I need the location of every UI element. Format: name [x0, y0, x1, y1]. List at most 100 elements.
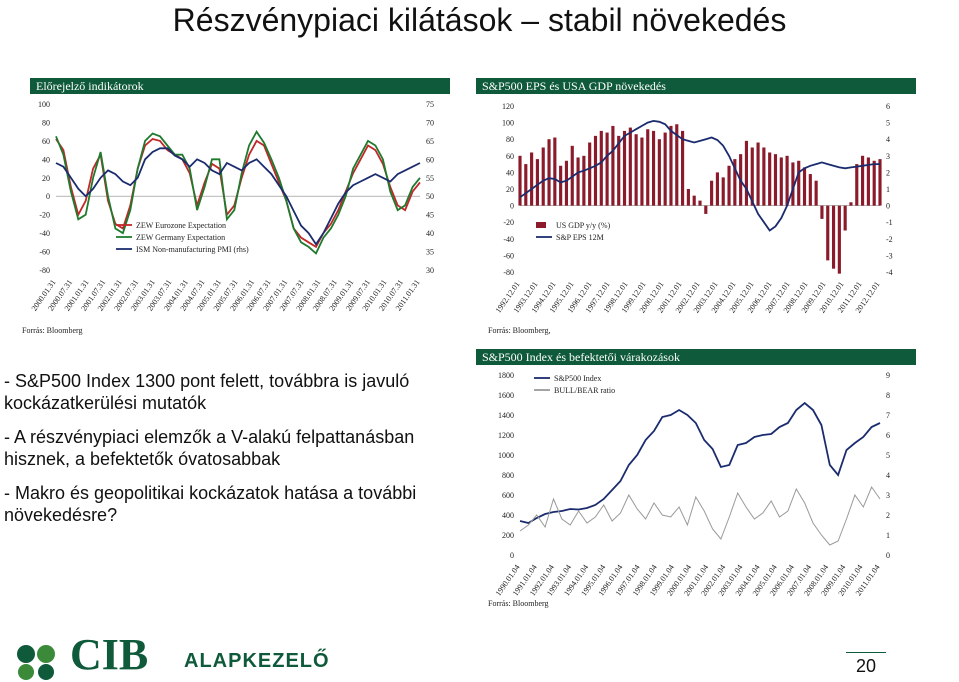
logo-wordmark: CIB [70, 630, 149, 679]
y-tick-label: 1800 [498, 371, 514, 380]
bar [628, 127, 632, 206]
y2-tick-label: 5 [886, 119, 890, 128]
y2-tick-label: 35 [426, 248, 434, 257]
bullet-list: - S&P500 Index 1300 pont felett, továbbr… [4, 370, 464, 538]
y2-tick-label: -4 [886, 268, 893, 277]
bar [535, 159, 539, 206]
chart3-source: Forrás: Bloomberg [488, 599, 549, 608]
bar [831, 205, 836, 269]
bar [651, 130, 656, 206]
y-tick-label: 60 [506, 152, 514, 161]
series-line [519, 485, 881, 546]
bar [733, 159, 737, 206]
bar [849, 202, 853, 206]
y2-tick-label: 6 [886, 431, 890, 440]
legend-label: US GDP y/y (%) [556, 221, 610, 230]
y-tick-label: 1400 [498, 411, 514, 420]
bar [710, 180, 714, 206]
bar [564, 160, 569, 206]
y2-tick-label: 65 [426, 137, 434, 146]
y2-tick-label: 7 [886, 411, 890, 420]
legend-label: S&P EPS 12M [556, 233, 604, 242]
chart2-source: Forrás: Bloomberg, [488, 326, 551, 335]
series-line [519, 401, 881, 524]
y-tick-label: 40 [506, 168, 514, 177]
y-tick-label: 100 [38, 100, 50, 109]
y2-tick-label: 2 [886, 511, 890, 520]
leading-indicators-chart: 100 80 60 40 20 0 -20 -40 -60 -80 75 70 65 60 55 50 45 40… [30, 100, 434, 313]
footer: CIB ALAPKEZELŐ [0, 628, 959, 682]
legend-label: BULL/BEAR ratio [554, 386, 615, 395]
bar [698, 200, 702, 206]
y2-tick-label: 1 [886, 185, 890, 194]
bar [646, 129, 650, 206]
bar [779, 157, 783, 206]
y-tick-label: 100 [502, 119, 514, 128]
bar [727, 165, 731, 206]
bar [617, 135, 621, 206]
bullet-3: - Makro és geopolitikai kockázatok hatás… [4, 483, 417, 525]
y-tick-label: 0 [510, 202, 514, 211]
sp500-investor-chart: 1800 1600 1400 1200 1000 800 600 400 200 0 9 8 7 6 5 4 3… [494, 371, 890, 598]
y-tick-label: -60 [503, 251, 514, 260]
y-tick-label: -40 [503, 235, 514, 244]
y-tick-label: 0 [510, 551, 514, 560]
y2-tick-label: 3 [886, 152, 890, 161]
y2-tick-label: -3 [886, 251, 893, 260]
bar [634, 134, 638, 206]
bar [744, 140, 749, 206]
bar [547, 139, 551, 206]
series-line [519, 119, 880, 232]
cib-logo-icon [17, 645, 55, 680]
bar [768, 152, 772, 206]
y2-tick-label: 3 [886, 491, 890, 500]
y2-tick-label: 4 [886, 135, 890, 144]
bar [715, 172, 719, 206]
y2-tick-label: 4 [886, 471, 890, 480]
bar [866, 157, 870, 206]
bar [663, 132, 667, 206]
bar [756, 142, 760, 206]
bar [820, 205, 824, 219]
y-tick-label: 1000 [498, 451, 514, 460]
y-tick-label: 80 [42, 118, 50, 127]
chart1-source: Forrás: Bloomberg [22, 326, 83, 335]
series-line [55, 129, 421, 255]
y2-tick-label: 5 [886, 451, 890, 460]
y2-tick-label: 8 [886, 391, 890, 400]
y-tick-label: 40 [42, 155, 50, 164]
y-tick-label: -20 [39, 211, 50, 220]
bar [826, 205, 830, 261]
bar [837, 205, 841, 274]
page-number: 20 [846, 652, 886, 679]
legend-label: ISM Non-manufacturing PMI (rhs) [136, 245, 249, 254]
bar [588, 142, 592, 206]
bar [785, 155, 789, 206]
y2-tick-label: 70 [426, 118, 434, 127]
bar [686, 189, 690, 206]
bar [611, 125, 615, 206]
bar [593, 135, 598, 206]
y-tick-label: 60 [42, 137, 50, 146]
y-tick-label: 20 [506, 185, 514, 194]
legend-label: S&P500 Index [554, 374, 601, 383]
bar [773, 154, 778, 206]
bar [802, 167, 807, 206]
bar [878, 159, 882, 206]
y-tick-label: 120 [502, 102, 514, 111]
y2-tick-label: 9 [886, 371, 890, 380]
y2-tick-label: 75 [426, 100, 434, 109]
bar [524, 164, 528, 206]
y-tick-label: 0 [46, 192, 50, 201]
y2-tick-label: 55 [426, 174, 434, 183]
y-tick-label: 1600 [498, 391, 514, 400]
y2-tick-label: 60 [426, 155, 434, 164]
bar [791, 162, 795, 206]
bar [669, 125, 673, 206]
bar [681, 130, 685, 206]
bar [808, 174, 812, 206]
y2-tick-label: 0 [886, 551, 890, 560]
bar [762, 147, 766, 206]
y-tick-label: 600 [502, 491, 514, 500]
bar [559, 165, 563, 206]
